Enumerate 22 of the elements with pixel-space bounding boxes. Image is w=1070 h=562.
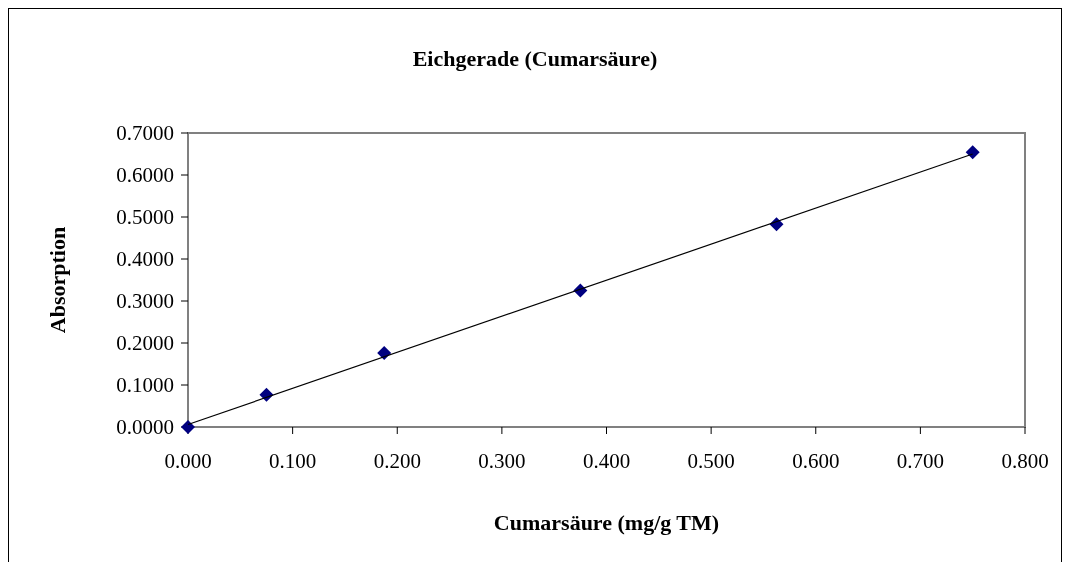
x-tick-label: 0.200 (373, 449, 421, 473)
y-tick-label: 0.2000 (116, 331, 174, 355)
x-tick-label: 0.000 (164, 449, 212, 473)
point (377, 346, 392, 361)
x-tick-label: 0.400 (582, 449, 631, 473)
x-tick-label: 0.300 (478, 449, 526, 473)
y-tick-label: 0.0000 (116, 415, 174, 439)
x-axis-title: Cumarsäure (mg/g TM) (493, 510, 720, 535)
x-tick-label: 0.800 (1001, 449, 1049, 473)
y-tick-label: 0.1000 (116, 373, 174, 397)
y-tick-label: 0.3000 (116, 289, 174, 313)
y-tick-label: 0.6000 (116, 163, 174, 187)
chart-title: Eichgerade (Cumarsäure) (412, 46, 658, 71)
y-tick-label: 0.4000 (116, 247, 174, 271)
y-tick-label: 0.5000 (116, 205, 174, 229)
point (965, 145, 980, 160)
y-axis-title: Absorption (45, 226, 70, 334)
x-tick-label: 0.700 (896, 449, 944, 473)
x-tick-label: 0.500 (687, 449, 735, 473)
x-tick-label: 0.100 (269, 449, 317, 473)
y-tick-label: 0.7000 (116, 121, 174, 145)
x-tick-label: 0.600 (792, 449, 840, 473)
